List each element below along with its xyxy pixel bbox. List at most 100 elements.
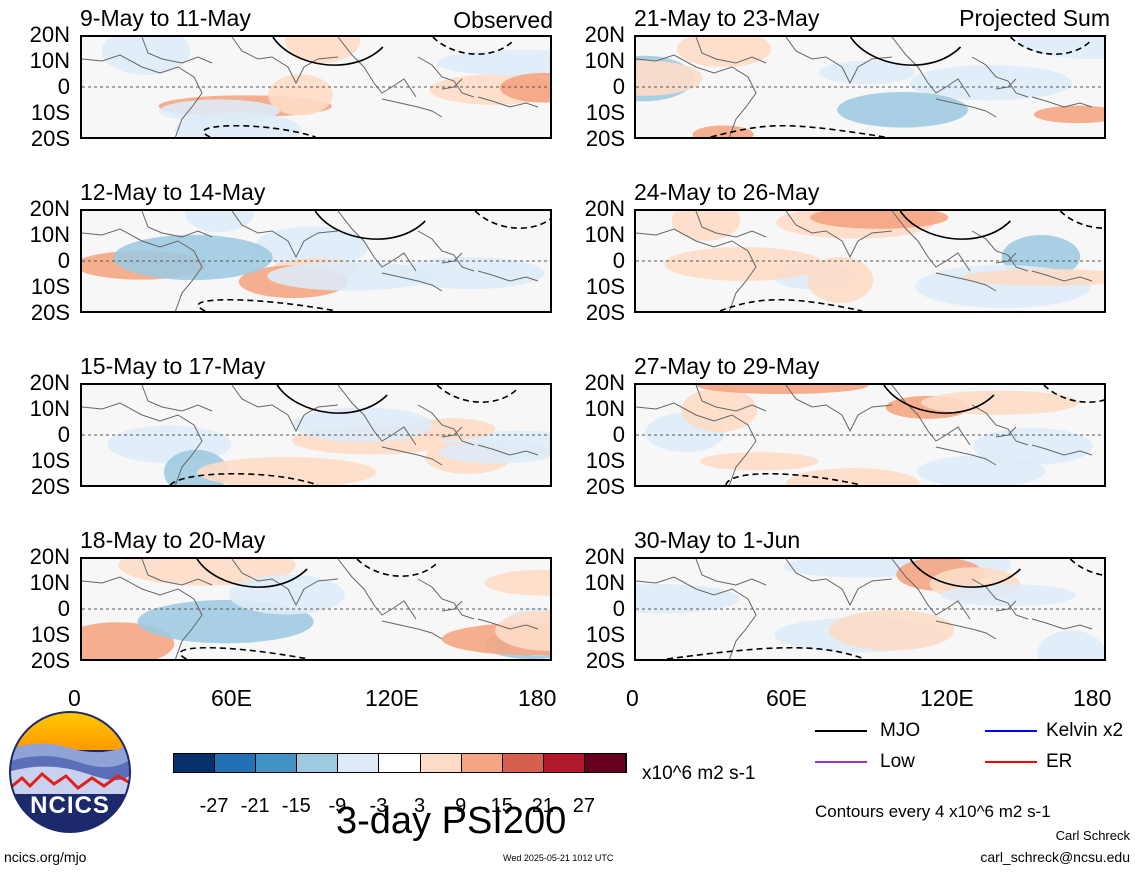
projected-sum-label: Projected Sum [959, 5, 1110, 31]
map-panel [634, 209, 1106, 313]
coastline [891, 559, 971, 620]
latitude-label: 10S [585, 622, 625, 647]
latitude-label: 20N [584, 196, 625, 221]
mjo-contour-positive [276, 385, 388, 414]
anomaly-shading [197, 456, 376, 485]
mjo-contour-positive [883, 385, 995, 414]
panel-date: 18-May to 20-May [80, 527, 266, 553]
author: Carl Schreck [1055, 828, 1130, 843]
coastline [785, 37, 893, 85]
colorbar-swatch [256, 754, 298, 772]
panel-date: 15-May to 17-May [80, 353, 266, 379]
mjo-contour-positive [849, 37, 962, 66]
latitude-label: 20S [30, 474, 70, 499]
coastline [695, 559, 767, 586]
anomaly-shading [500, 72, 550, 103]
latitude-label: 10N [584, 396, 625, 421]
colorbar-swatch [338, 754, 380, 772]
anomaly-shading [159, 99, 280, 123]
anomaly-shading [807, 256, 874, 304]
colorbar-label: -21 [240, 795, 270, 817]
coastline [636, 54, 757, 137]
anomaly-shading [829, 610, 955, 651]
anomaly-shading [1017, 37, 1104, 60]
anomaly-shading [292, 407, 433, 443]
colorbar-label: -9 [328, 795, 347, 817]
chart-title: 3-day PSI200 [336, 800, 567, 842]
coastline [695, 211, 767, 238]
anomaly-shading [636, 584, 740, 614]
contour-note: Contours every 4 x10^6 m2 s-1 [815, 802, 1051, 821]
coastline [417, 578, 475, 620]
anomaly-shading [692, 125, 754, 137]
anomaly-shading [671, 211, 741, 241]
mjo-contour-negative [719, 298, 863, 311]
lon-label-right-180: 180 [1073, 685, 1112, 711]
coastline [1031, 618, 1093, 630]
latitude-label: 10S [585, 100, 625, 125]
timestamp: Wed 2025-05-21 1012 UTC [503, 853, 614, 863]
author-email[interactable]: carl_schreck@ncsu.edu [980, 849, 1130, 865]
coastline [381, 446, 443, 466]
colorbar-label: 9 [455, 795, 467, 817]
coastline [141, 559, 213, 586]
coastline [337, 385, 417, 446]
anomaly-shading [962, 269, 1104, 286]
map-canvas [636, 385, 1104, 485]
lon-label-right-0: 0 [626, 685, 639, 711]
latitude-label: 10S [585, 274, 625, 299]
colorbar-swatch [461, 754, 503, 772]
latitude-label: 20S [585, 648, 625, 673]
anomaly-shading [113, 234, 273, 280]
coastline [381, 98, 443, 118]
anomaly-shading [267, 261, 434, 291]
coastline [141, 211, 213, 238]
mjo-contour-negative [197, 298, 337, 311]
anomaly-shading [228, 574, 345, 615]
coastline [381, 272, 443, 292]
anomaly-shading [785, 468, 921, 485]
mjo-contour-negative [474, 211, 550, 229]
coastline [1031, 96, 1093, 108]
coastline [441, 426, 463, 438]
colorbar-swatch [502, 754, 544, 772]
latitude-label: 10N [584, 48, 625, 73]
colorbar-label: 27 [572, 795, 596, 817]
coastline [477, 270, 539, 282]
map-canvas [82, 37, 550, 137]
latitude-label: 20N [29, 544, 70, 569]
panel-date: 12-May to 14-May [80, 179, 266, 205]
mjo-contour-positive [909, 559, 1021, 588]
mjo-contour-positive [272, 37, 384, 66]
anomaly-shading [397, 257, 545, 290]
coastline [935, 272, 997, 292]
coastline [441, 600, 463, 612]
mjo-contour-negative [1043, 385, 1104, 403]
coastline [417, 404, 475, 446]
anomaly-shading [696, 385, 869, 394]
coastline [337, 559, 417, 620]
coastline [141, 37, 213, 64]
colorbar-label: 3 [413, 795, 426, 817]
coastline [417, 230, 475, 272]
panel-date: 21-May to 23-May [634, 5, 820, 31]
mjo-contour-negative [179, 646, 309, 659]
site-link[interactable]: ncics.org/mjo [4, 849, 87, 865]
latitude-label: 20N [29, 196, 70, 221]
mjo-contour-negative [432, 37, 514, 55]
anomaly-shading [1033, 105, 1104, 124]
latitude-label: 10N [29, 222, 70, 247]
anomaly-shading [920, 390, 1079, 415]
map-canvas [636, 211, 1104, 311]
latitude-label: 0 [612, 596, 625, 621]
coastline [417, 56, 475, 98]
panel-date: 27-May to 29-May [634, 353, 820, 379]
anomaly-shading [285, 37, 361, 64]
anomaly-shading [676, 37, 772, 68]
ncics-logo: NCICS [8, 710, 132, 834]
latitude-label: 0 [57, 248, 70, 273]
latitude-label: 0 [612, 422, 625, 447]
coastline [1031, 270, 1093, 282]
colorbar-swatch [584, 754, 626, 772]
coastline [477, 618, 539, 630]
